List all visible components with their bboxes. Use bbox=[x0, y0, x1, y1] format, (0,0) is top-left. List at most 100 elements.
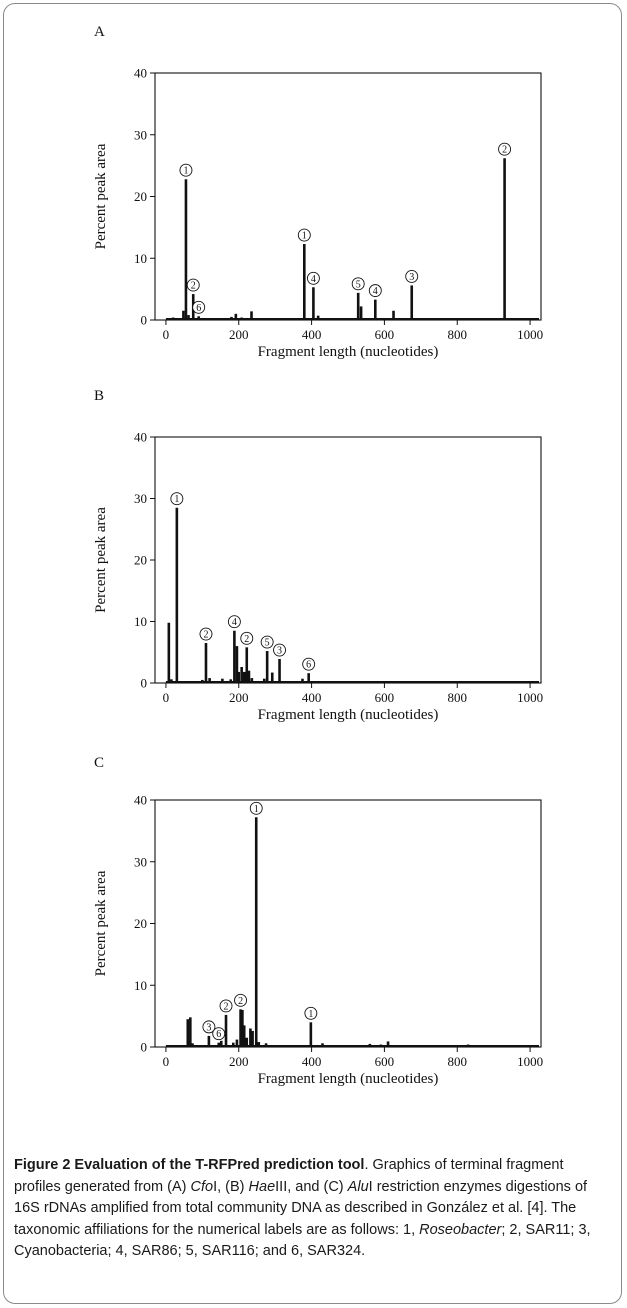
peak-label: 1 bbox=[183, 166, 188, 177]
peak-label-circle bbox=[170, 492, 184, 506]
peak-label-circle bbox=[199, 627, 213, 641]
x-tick-label: 600 bbox=[375, 690, 395, 705]
peak-label-circle bbox=[273, 643, 286, 657]
x-tick-label: 0 bbox=[163, 327, 170, 342]
peak-label-circle bbox=[302, 657, 316, 671]
x-tick-label: 0 bbox=[163, 1054, 170, 1069]
peak-label-circle bbox=[227, 615, 241, 629]
peak-label: 3 bbox=[409, 272, 414, 283]
x-tick-label: 600 bbox=[375, 1054, 395, 1069]
y-tick-label: 20 bbox=[134, 916, 147, 931]
y-tick-label: 30 bbox=[134, 127, 147, 142]
x-tick-label: 200 bbox=[229, 690, 249, 705]
peak-label: 2 bbox=[502, 145, 507, 156]
peak-label: 3 bbox=[206, 1022, 211, 1033]
peak-label: 2 bbox=[244, 634, 249, 645]
peak-label: 6 bbox=[196, 303, 201, 314]
peak-label: 5 bbox=[356, 279, 361, 290]
caption-segment: ; 2, SAR11; 3, Cyanobacteria; 4, SAR86; … bbox=[14, 1221, 591, 1260]
x-tick-label: 800 bbox=[447, 327, 467, 342]
figure-frame bbox=[3, 3, 622, 1304]
x-tick-label: 200 bbox=[229, 327, 249, 342]
peak-label: 2 bbox=[203, 630, 208, 641]
x-tick-label: 0 bbox=[163, 690, 170, 705]
y-tick-label: 30 bbox=[134, 854, 147, 869]
caption-segment: Roseobacter bbox=[419, 1221, 502, 1238]
caption-segment: III, and (C) bbox=[275, 1178, 348, 1195]
y-tick-label: 40 bbox=[134, 793, 147, 808]
peak-label: 2 bbox=[191, 281, 196, 292]
peak-label-circle bbox=[405, 269, 419, 283]
x-tick-label: 400 bbox=[302, 690, 322, 705]
peak-label-circle bbox=[260, 635, 274, 649]
peak-label-circle bbox=[186, 278, 200, 292]
peak-label-circle bbox=[304, 1006, 318, 1020]
panel-letter: A bbox=[94, 24, 105, 40]
peak-label: 1 bbox=[308, 1009, 313, 1020]
caption-segment: Hae bbox=[248, 1178, 276, 1195]
y-tick-label: 10 bbox=[134, 978, 147, 993]
y-tick-label: 40 bbox=[134, 430, 147, 445]
y-tick-label: 10 bbox=[134, 251, 147, 266]
peak-label-circle bbox=[297, 228, 311, 242]
y-axis-label: Percent peak area bbox=[93, 507, 109, 613]
y-tick-label: 0 bbox=[141, 313, 148, 328]
peak-label-circle bbox=[498, 142, 512, 156]
peak-label: 3 bbox=[277, 646, 282, 657]
plot-frame bbox=[154, 72, 542, 321]
peak-label-circle bbox=[234, 993, 248, 1007]
x-tick-label: 200 bbox=[229, 1054, 249, 1069]
y-tick-label: 20 bbox=[134, 189, 147, 204]
peak-label: 4 bbox=[311, 274, 316, 285]
peak-label-circle bbox=[202, 1020, 216, 1034]
y-axis-label: Percent peak area bbox=[93, 143, 109, 249]
caption-title: Figure 2 Evaluation of the T-RFPred pred… bbox=[14, 1157, 365, 1173]
peak-label: 2 bbox=[238, 996, 243, 1007]
peak-label: 6 bbox=[216, 1029, 221, 1040]
plot-frame bbox=[154, 799, 542, 1048]
peak-label-circle bbox=[179, 163, 193, 177]
caption-segment: I restriction enzymes digestions of 16S … bbox=[14, 1178, 588, 1238]
peak-label: 1 bbox=[302, 231, 307, 242]
peak-label: 4 bbox=[232, 617, 237, 628]
x-tick-label: 400 bbox=[302, 327, 322, 342]
peak-label: 5 bbox=[265, 638, 270, 649]
y-tick-label: 0 bbox=[141, 1040, 148, 1055]
x-tick-label: 1000 bbox=[517, 1054, 543, 1069]
peak-label-circle bbox=[249, 801, 263, 815]
y-tick-label: 10 bbox=[134, 614, 147, 629]
x-tick-label: 1000 bbox=[517, 690, 543, 705]
figure-caption: Figure 2 Evaluation of the T-RFPred pred… bbox=[14, 1155, 614, 1263]
peak-label: 1 bbox=[174, 494, 179, 505]
y-axis-label: Percent peak area bbox=[93, 870, 109, 976]
plot-frame bbox=[154, 436, 542, 684]
x-axis-label: Fragment length (nucleotides) bbox=[258, 344, 439, 360]
x-tick-label: 1000 bbox=[517, 327, 543, 342]
peak-label: 6 bbox=[306, 660, 311, 671]
y-tick-label: 30 bbox=[134, 491, 147, 506]
caption-segment: Cfo bbox=[190, 1178, 214, 1195]
x-axis-label: Fragment length (nucleotides) bbox=[258, 1071, 439, 1087]
x-axis-label: Fragment length (nucleotides) bbox=[258, 707, 439, 723]
caption-segment: . Graphics of terminal fragment profiles… bbox=[14, 1157, 564, 1195]
peak-label-circle bbox=[368, 284, 382, 298]
panel-letter: C bbox=[94, 755, 104, 771]
caption-segment: I, (B) bbox=[213, 1178, 249, 1195]
y-tick-label: 40 bbox=[134, 66, 147, 81]
y-tick-label: 20 bbox=[134, 553, 147, 568]
x-tick-label: 800 bbox=[447, 1054, 467, 1069]
peak-label-circle bbox=[192, 300, 206, 314]
peak-label-circle bbox=[351, 277, 365, 291]
peak-label: 4 bbox=[373, 286, 378, 297]
caption-segment: Alu bbox=[347, 1178, 369, 1195]
x-tick-label: 400 bbox=[302, 1054, 322, 1069]
x-tick-label: 600 bbox=[375, 327, 395, 342]
peak-label: 2 bbox=[224, 1001, 229, 1012]
y-tick-label: 0 bbox=[141, 676, 148, 691]
peak-label-circle bbox=[306, 271, 320, 285]
peak-label-circle bbox=[219, 999, 233, 1013]
